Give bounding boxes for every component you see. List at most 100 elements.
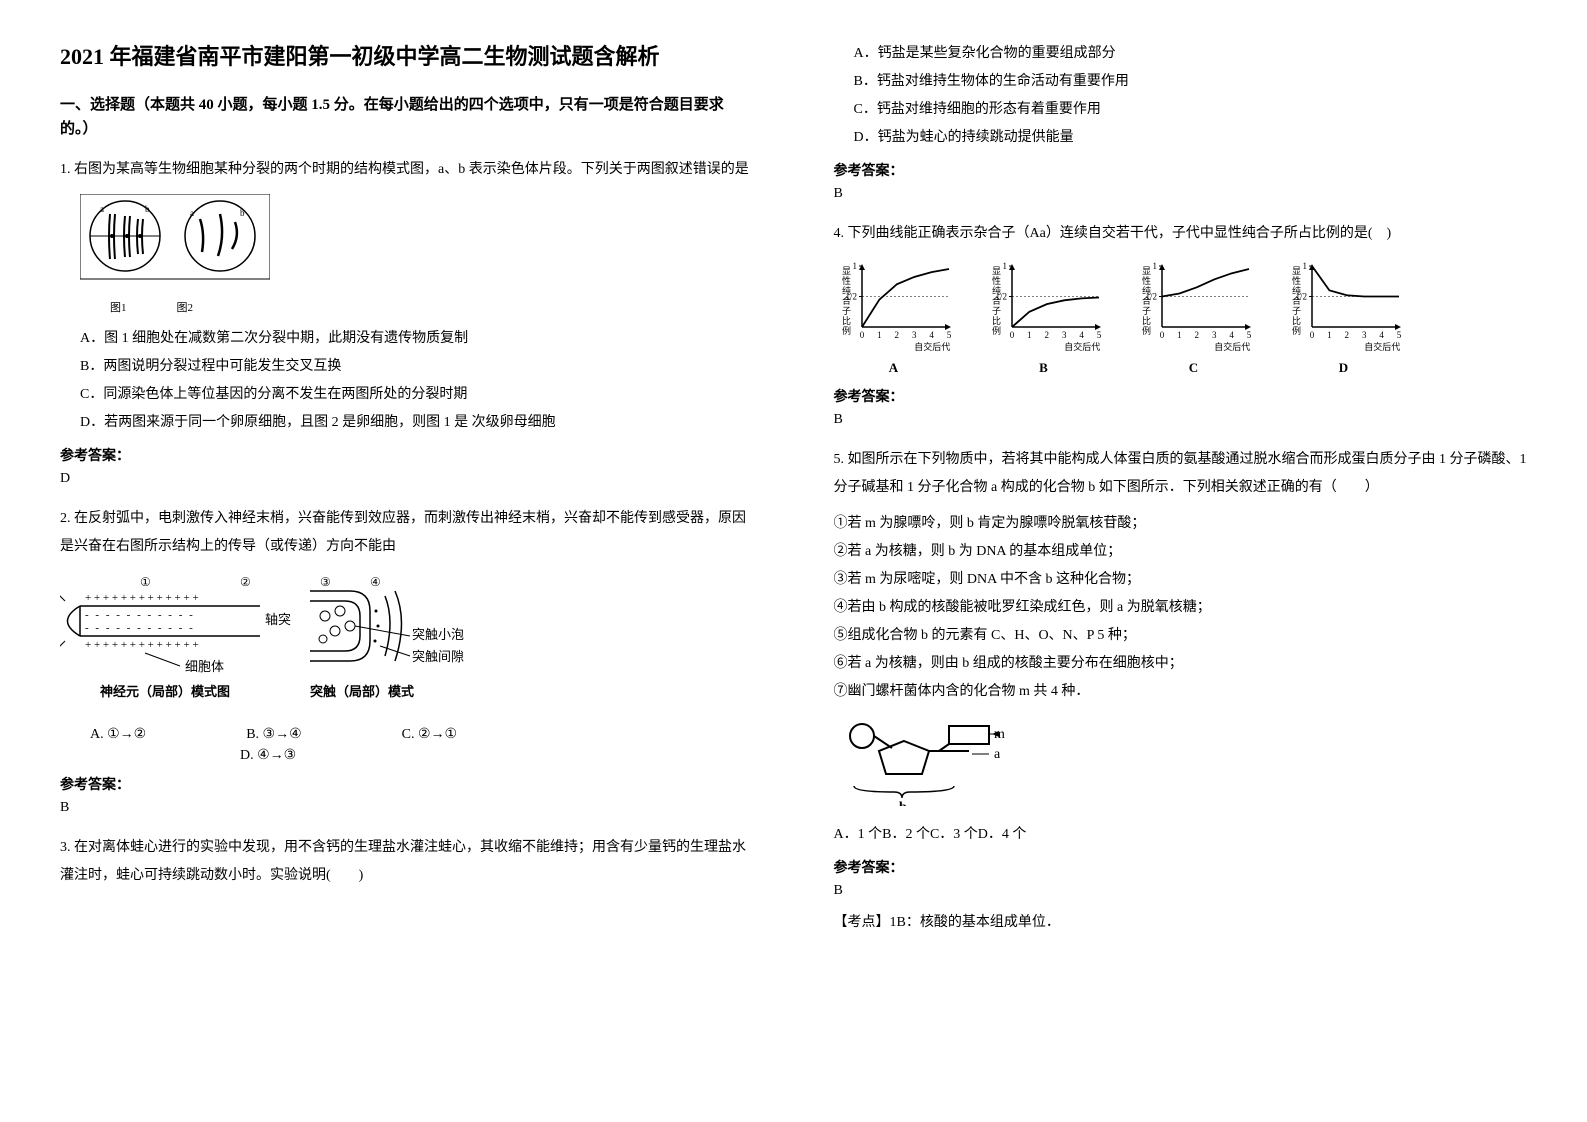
q1-opt-c: C．同源染色体上等位基因的分离不发生在两图所处的分裂时期 (60, 381, 754, 409)
svg-text:3: 3 (911, 330, 916, 340)
q5-statement-3: ③若 m 为尿嘧啶，则 DNA 中不含 b 这种化合物； (834, 566, 1528, 594)
q5-answer-label: 参考答案： (834, 857, 1528, 877)
svg-text:3: 3 (1211, 330, 1216, 340)
svg-text:a: a (100, 204, 104, 214)
q2-answer-label: 参考答案： (60, 774, 754, 794)
svg-text:1: 1 (1302, 261, 1307, 271)
svg-text:3: 3 (1061, 330, 1066, 340)
svg-text:显: 显 (1142, 266, 1151, 276)
svg-text:神经元（局部）模式图: 神经元（局部）模式图 (100, 684, 230, 699)
svg-text:显: 显 (992, 266, 1001, 276)
svg-text:细胞体: 细胞体 (185, 659, 224, 674)
q2-opt-c: C. ②→① (402, 726, 457, 743)
question-3-continued: A．钙盐是某些复杂化合物的重要组成部分 B．钙盐对维持生物体的生命活动有重要作用… (834, 40, 1528, 202)
svg-text:0: 0 (1159, 330, 1164, 340)
fig1-label: 图1 (110, 299, 127, 315)
svg-text:纯: 纯 (1142, 285, 1151, 296)
q2-text: 2. 在反射弧中，电刺激传入神经末梢，兴奋能传到效应器，而刺激传出神经末梢，兴奋… (60, 505, 754, 561)
svg-text:自交后代: 自交后代 (914, 341, 950, 352)
svg-text:合: 合 (992, 295, 1001, 306)
q3-opt-a: A．钙盐是某些复杂化合物的重要组成部分 (834, 40, 1528, 68)
svg-text:0: 0 (1309, 330, 1314, 340)
chart-D: 1 1/2 012345 自交后代 显性纯合子比例 D (1284, 258, 1404, 376)
svg-text:合: 合 (842, 295, 851, 306)
svg-text:性: 性 (992, 275, 1001, 286)
svg-text:a: a (190, 208, 194, 218)
svg-text:b: b (899, 800, 907, 806)
q5-analysis: 【考点】1B：核酸的基本组成单位． (834, 909, 1528, 937)
chart-B: 1 1/2 012345 自交后代 显性纯合子比例 B (984, 258, 1104, 376)
svg-text:子: 子 (842, 306, 851, 316)
svg-text:4: 4 (1379, 330, 1384, 340)
svg-text:比: 比 (1292, 315, 1301, 326)
question-1: 1. 右图为某高等生物细胞某种分裂的两个时期的结构模式图，a、b 表示染色体片段… (60, 156, 754, 487)
q5-statement-1: ①若 m 为腺嘌呤，则 b 肯定为腺嘌呤脱氧核苷酸； (834, 510, 1528, 538)
q3-answer-label: 参考答案： (834, 160, 1528, 180)
svg-text:4: 4 (1229, 330, 1234, 340)
svg-text:显: 显 (842, 266, 851, 276)
q2-opt-d: D. ④→③ (240, 747, 296, 764)
svg-text:性: 性 (1292, 275, 1301, 286)
q5-statement-4: ④若由 b 构成的核酸能被吡罗红染成红色，则 a 为脱氧核糖； (834, 594, 1528, 622)
svg-text:突触（局部）模式: 突触（局部）模式 (310, 684, 414, 699)
svg-text:0: 0 (859, 330, 864, 340)
svg-text:+ + + + + + + + + + + + +: + + + + + + + + + + + + + (85, 639, 199, 651)
question-4: 4. 下列曲线能正确表示杂合子（Aa）连续自交若干代，子代中显性纯合子所占比例的… (834, 220, 1528, 428)
svg-text:1: 1 (1002, 261, 1007, 271)
q1-opt-a: A．图 1 细胞处在减数第二次分裂中期，此期没有遗传物质复制 (60, 325, 754, 353)
q4-answer: B (834, 412, 1528, 428)
fig2-label: 图2 (177, 299, 194, 315)
svg-text:①: ① (140, 575, 151, 589)
svg-text:2: 2 (894, 330, 899, 340)
chart-label-C: C (1134, 360, 1254, 376)
svg-text:子: 子 (1292, 306, 1301, 316)
svg-text:5: 5 (1096, 330, 1101, 340)
q1-opt-b: B．两图说明分裂过程中可能发生交叉互换 (60, 353, 754, 381)
svg-text:例: 例 (992, 325, 1001, 336)
svg-text:自交后代: 自交后代 (1064, 341, 1100, 352)
svg-text:b: b (240, 208, 245, 218)
q5-statement-7: ⑦幽门螺杆菌体内含的化合物 m 共 4 种． (834, 678, 1528, 706)
svg-text:③: ③ (320, 575, 331, 589)
q1-text: 1. 右图为某高等生物细胞某种分裂的两个时期的结构模式图，a、b 表示染色体片段… (60, 156, 754, 184)
svg-text:例: 例 (842, 325, 851, 336)
svg-text:4: 4 (929, 330, 934, 340)
q5-figure: m a b (844, 716, 1528, 811)
right-column: A．钙盐是某些复杂化合物的重要组成部分 B．钙盐对维持生物体的生命活动有重要作用… (834, 40, 1528, 955)
svg-text:比: 比 (842, 315, 851, 326)
svg-text:合: 合 (1292, 295, 1301, 306)
svg-text:0: 0 (1009, 330, 1014, 340)
svg-text:1: 1 (877, 330, 882, 340)
svg-text:纯: 纯 (842, 285, 851, 296)
svg-text:1: 1 (1152, 261, 1157, 271)
svg-text:- - - - - - - - - - -: - - - - - - - - - - - (85, 609, 195, 621)
svg-text:自交后代: 自交后代 (1214, 341, 1250, 352)
svg-text:性: 性 (1142, 275, 1151, 286)
svg-text:子: 子 (1142, 306, 1151, 316)
q2-opt-a: A. ①→② (90, 726, 146, 743)
svg-text:纯: 纯 (992, 285, 1001, 296)
q3-opt-d: D．钙盐为蛙心的持续跳动提供能量 (834, 124, 1528, 152)
svg-text:2: 2 (1044, 330, 1049, 340)
q1-figure: a b a b 图1 图2 (80, 194, 754, 315)
q1-answer-label: 参考答案： (60, 445, 754, 465)
question-5: 5. 如图所示在下列物质中，若将其中能构成人体蛋白质的氨基酸通过脱水缩合而形成蛋… (834, 446, 1528, 937)
chart-A: 1 1/2 012345 自交后代 显性纯合子比例 A (834, 258, 954, 376)
q2-opt-b: B. ③→④ (246, 726, 301, 743)
svg-text:合: 合 (1142, 295, 1151, 306)
q2-options-row1: A. ①→② B. ③→④ C. ②→① (90, 726, 754, 743)
q5-options: A．1 个B．2 个C．3 个D．4 个 (834, 821, 1528, 849)
svg-text:3: 3 (1361, 330, 1366, 340)
svg-text:纯: 纯 (1292, 285, 1301, 296)
svg-text:自交后代: 自交后代 (1364, 341, 1400, 352)
chart-C: 1 1/2 012345 自交后代 显性纯合子比例 C (1134, 258, 1254, 376)
q1-answer: D (60, 471, 754, 487)
chart-label-D: D (1284, 360, 1404, 376)
q3-opt-c: C．钙盐对维持细胞的形态有着重要作用 (834, 96, 1528, 124)
svg-text:1: 1 (852, 261, 857, 271)
q4-answer-label: 参考答案： (834, 386, 1528, 406)
svg-text:突触小泡: 突触小泡 (412, 627, 464, 642)
svg-text:2: 2 (1344, 330, 1349, 340)
exam-title: 2021 年福建省南平市建阳第一初级中学高二生物测试题含解析 (60, 40, 754, 73)
q2-figure: ① ② + + + + + + + + + + + + + - - - - - … (60, 571, 754, 716)
